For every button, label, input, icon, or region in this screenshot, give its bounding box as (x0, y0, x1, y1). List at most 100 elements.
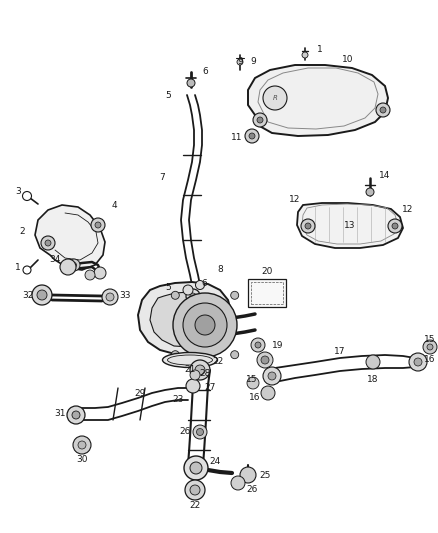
Circle shape (261, 386, 275, 400)
Circle shape (380, 107, 386, 113)
Text: 13: 13 (344, 221, 356, 230)
Text: 4: 4 (111, 200, 117, 209)
Text: 10: 10 (342, 55, 354, 64)
Circle shape (301, 219, 315, 233)
Text: 23: 23 (172, 395, 184, 405)
Circle shape (245, 129, 259, 143)
Circle shape (263, 86, 287, 110)
Circle shape (190, 485, 200, 495)
Circle shape (37, 290, 47, 300)
Circle shape (185, 480, 205, 500)
Circle shape (247, 377, 259, 389)
Circle shape (409, 353, 427, 371)
Circle shape (263, 367, 281, 385)
Circle shape (195, 280, 205, 289)
Circle shape (95, 222, 101, 228)
Text: 28: 28 (199, 368, 211, 377)
Circle shape (23, 266, 31, 274)
Text: 9: 9 (250, 58, 256, 67)
Text: 30: 30 (76, 456, 88, 464)
Text: 29: 29 (134, 389, 146, 398)
Polygon shape (138, 282, 232, 354)
Circle shape (302, 52, 308, 58)
Text: 31: 31 (54, 408, 66, 417)
Circle shape (60, 259, 76, 275)
Circle shape (184, 456, 208, 480)
Text: 5: 5 (165, 91, 171, 100)
Circle shape (183, 285, 193, 295)
Circle shape (72, 411, 80, 419)
Text: 18: 18 (367, 376, 379, 384)
Circle shape (231, 351, 239, 359)
Circle shape (423, 340, 437, 354)
Circle shape (85, 270, 95, 280)
Circle shape (190, 360, 210, 380)
Circle shape (261, 356, 269, 364)
Text: 34: 34 (49, 255, 61, 264)
Circle shape (171, 351, 179, 359)
Circle shape (249, 133, 255, 139)
Circle shape (366, 355, 380, 369)
Ellipse shape (162, 352, 218, 367)
Circle shape (376, 103, 390, 117)
Circle shape (41, 236, 55, 250)
Circle shape (305, 223, 311, 229)
Circle shape (268, 372, 276, 380)
Polygon shape (248, 65, 388, 136)
Circle shape (171, 292, 179, 300)
Text: 22: 22 (189, 500, 201, 510)
Text: 1: 1 (15, 263, 21, 272)
Circle shape (94, 267, 106, 279)
Text: 21: 21 (184, 366, 196, 375)
Polygon shape (35, 205, 105, 270)
Text: 33: 33 (119, 290, 131, 300)
Text: 16: 16 (249, 393, 261, 402)
Text: 8: 8 (217, 265, 223, 274)
Text: 6: 6 (202, 68, 208, 77)
FancyBboxPatch shape (248, 279, 286, 307)
Circle shape (102, 289, 118, 305)
Text: 22: 22 (212, 358, 224, 367)
Circle shape (186, 379, 200, 393)
Circle shape (414, 358, 422, 366)
Circle shape (366, 188, 374, 196)
Text: 12: 12 (403, 206, 413, 214)
Circle shape (251, 338, 265, 352)
Polygon shape (150, 292, 222, 347)
Text: 20: 20 (261, 268, 273, 277)
Circle shape (392, 223, 398, 229)
Circle shape (67, 406, 85, 424)
Text: 14: 14 (379, 171, 391, 180)
Circle shape (71, 262, 77, 268)
Text: R: R (272, 95, 277, 101)
Text: 26: 26 (246, 486, 258, 495)
Circle shape (45, 240, 51, 246)
Circle shape (240, 467, 256, 483)
Circle shape (255, 342, 261, 348)
Circle shape (388, 219, 402, 233)
Circle shape (190, 293, 196, 299)
Circle shape (190, 370, 200, 380)
Text: 12: 12 (290, 196, 301, 205)
Text: 25: 25 (259, 471, 271, 480)
Polygon shape (297, 203, 403, 248)
Circle shape (197, 429, 204, 435)
Circle shape (78, 441, 86, 449)
Circle shape (190, 462, 202, 474)
Text: 5: 5 (165, 284, 171, 293)
Circle shape (173, 293, 237, 357)
Circle shape (106, 293, 114, 301)
Circle shape (195, 315, 215, 335)
Circle shape (427, 344, 433, 350)
Text: 32: 32 (22, 290, 34, 300)
Circle shape (186, 289, 200, 303)
Circle shape (22, 191, 32, 200)
Text: 6: 6 (201, 279, 207, 288)
Circle shape (237, 59, 243, 65)
Circle shape (91, 218, 105, 232)
Circle shape (68, 259, 80, 271)
Text: 26: 26 (179, 427, 191, 437)
Circle shape (32, 285, 52, 305)
Circle shape (253, 113, 267, 127)
Text: 19: 19 (272, 341, 284, 350)
